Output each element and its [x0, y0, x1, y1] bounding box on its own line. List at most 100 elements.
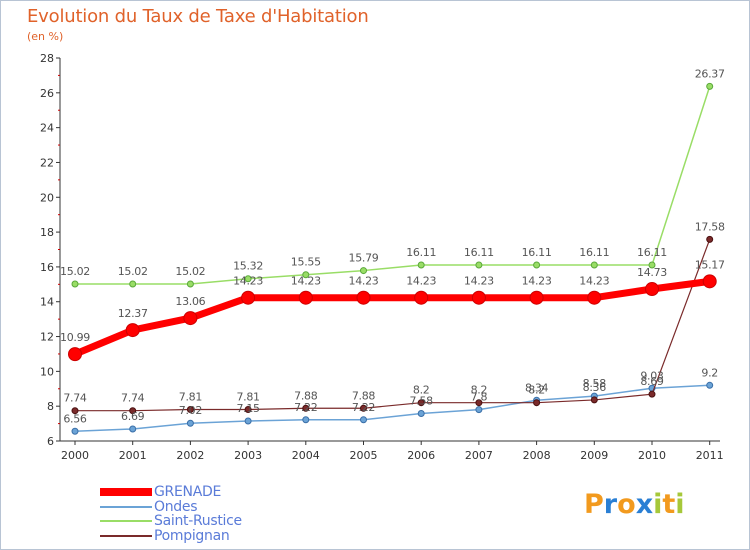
data-label-ondes: 7.22 [294, 401, 317, 414]
y-axis-unit-label: (en %) [27, 30, 64, 43]
data-label-saint-rustice: 15.02 [175, 265, 205, 278]
y-tick-label: 26 [40, 87, 54, 100]
data-point-pompignan [475, 399, 483, 407]
data-point-pompignan [590, 396, 598, 404]
x-tick-label: 2005 [350, 449, 378, 462]
data-label-ondes: 7.22 [352, 401, 375, 414]
logo-letter: o [617, 489, 636, 520]
data-label-grenade: 15.17 [695, 258, 725, 271]
x-tick-label: 2002 [176, 449, 204, 462]
y-tick-label: 18 [40, 226, 54, 239]
data-label-pompignan: 7.81 [179, 390, 202, 403]
data-label-grenade: 14.23 [579, 275, 609, 288]
data-label-grenade: 14.23 [464, 275, 494, 288]
y-tick-label: 20 [40, 191, 54, 204]
x-tick-label: 2006 [407, 449, 435, 462]
data-label-pompignan: 7.88 [352, 389, 376, 402]
data-label-ondes: 7.58 [410, 394, 434, 407]
data-point-saint-rustice [533, 261, 541, 269]
data-label-grenade: 14.23 [233, 275, 263, 288]
data-label-ondes: 9.03 [640, 369, 664, 382]
data-point-saint-rustice [71, 280, 79, 288]
data-point-saint-rustice [417, 261, 425, 269]
data-point-pompignan [302, 404, 310, 412]
data-label-ondes: 8.58 [583, 377, 607, 390]
data-point-grenade [241, 290, 256, 305]
data-point-grenade [529, 290, 544, 305]
data-point-pompignan [706, 235, 714, 243]
data-point-pompignan [648, 390, 656, 398]
series-line-grenade [71, 277, 714, 358]
data-label-grenade: 14.23 [406, 275, 436, 288]
data-point-saint-rustice [590, 261, 598, 269]
data-label-ondes: 6.69 [121, 410, 145, 423]
y-tick-label: 16 [40, 261, 54, 274]
data-label-grenade: 10.99 [60, 331, 90, 344]
data-point-pompignan [244, 405, 252, 413]
x-tick-label: 2011 [696, 449, 724, 462]
x-tick-label: 2004 [292, 449, 320, 462]
legend-swatch-ondes [100, 505, 152, 508]
logo-letter: t [662, 489, 676, 520]
data-point-ondes [360, 416, 367, 424]
data-label-ondes: 8.34 [525, 381, 549, 394]
data-point-grenade [645, 282, 659, 297]
y-tick-label: 12 [40, 331, 54, 344]
logo-letter: x [635, 489, 654, 520]
data-label-pompignan: 8.2 [528, 384, 545, 397]
y-tick-label: 8 [47, 400, 54, 413]
x-tick-label: 2008 [523, 449, 551, 462]
data-label-saint-rustice: 16.11 [522, 246, 552, 259]
data-label-saint-rustice: 16.11 [406, 246, 436, 259]
data-label-saint-rustice: 16.11 [464, 246, 494, 259]
y-tick-label: 24 [40, 122, 54, 135]
proxiti-logo: Proxiti [584, 489, 685, 520]
logo-letter: i [675, 489, 685, 520]
data-point-ondes [417, 409, 425, 417]
data-label-saint-rustice: 26.37 [695, 67, 725, 80]
legend-label-ondes: Ondes [154, 498, 198, 515]
x-tick-label: 2003 [234, 449, 262, 462]
data-point-saint-rustice [186, 280, 194, 288]
data-point-pompignan [417, 399, 425, 407]
legend-item-pompignan: Pompignan [100, 529, 242, 544]
data-point-ondes [129, 425, 137, 433]
x-tick-label: 2001 [119, 449, 147, 462]
data-point-saint-rustice [475, 261, 483, 269]
x-tick-label: 2000 [61, 449, 89, 462]
data-point-ondes [71, 427, 79, 435]
data-point-grenade [702, 274, 717, 289]
data-label-pompignan: 7.74 [121, 392, 145, 405]
data-label-pompignan: 7.81 [236, 390, 259, 403]
x-tick-label: 2009 [580, 449, 608, 462]
series-line-ondes [74, 384, 711, 433]
data-label-pompignan: 8.36 [583, 381, 607, 394]
data-point-pompignan [129, 407, 137, 415]
y-tick-label: 22 [40, 156, 54, 169]
data-label-ondes: 7.8 [471, 391, 488, 404]
data-point-saint-rustice [302, 271, 310, 279]
data-point-pompignan [360, 404, 367, 412]
data-point-ondes [706, 381, 714, 389]
legend-label-grenade: GRENADE [154, 484, 221, 501]
data-label-saint-rustice: 15.55 [291, 256, 321, 269]
data-label-grenade: 12.37 [118, 307, 148, 320]
data-point-ondes [302, 416, 310, 424]
data-label-saint-rustice: 15.02 [118, 265, 148, 278]
data-point-grenade [298, 290, 313, 305]
data-point-saint-rustice [360, 267, 367, 275]
data-label-pompignan: 7.88 [294, 389, 318, 402]
data-point-pompignan [186, 405, 194, 413]
data-label-grenade: 14.23 [291, 275, 321, 288]
legend-swatch-saint-rustice [100, 520, 152, 523]
data-label-ondes: 7.15 [236, 402, 260, 415]
data-label-grenade: 14.23 [349, 275, 379, 288]
legend-swatch-pompignan [100, 534, 152, 537]
data-point-saint-rustice [244, 275, 252, 283]
data-label-grenade: 13.06 [175, 295, 205, 308]
data-label-saint-rustice: 15.32 [233, 260, 263, 273]
data-point-saint-rustice [706, 82, 714, 90]
data-point-grenade [356, 290, 371, 305]
